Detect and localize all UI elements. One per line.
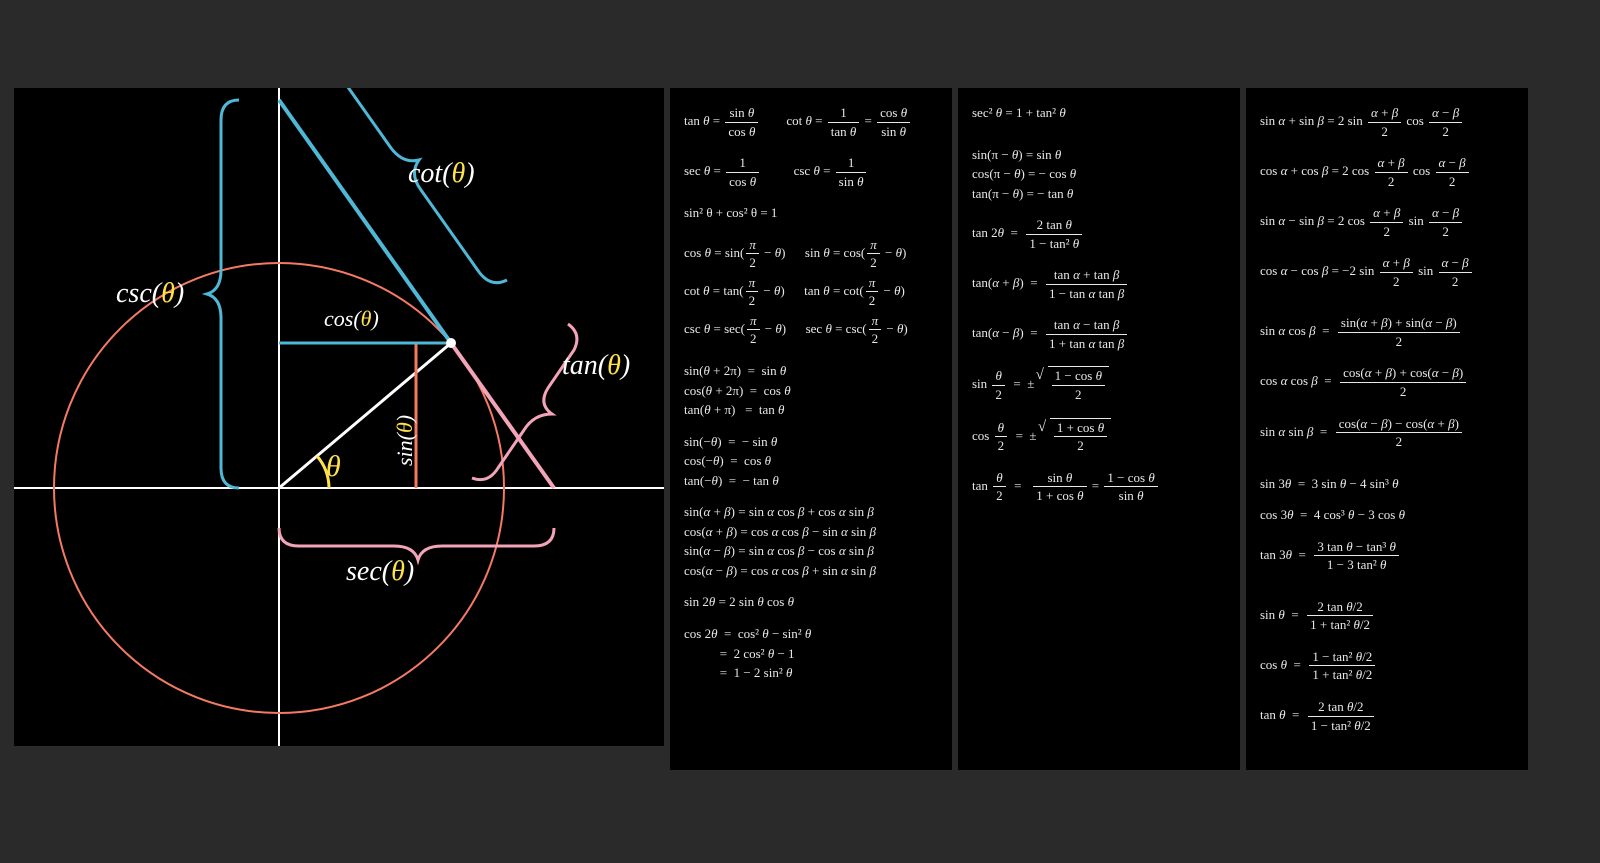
eq-cos-weierstrass: cos θ = 1 − tan² θ/21 + tan² θ/2 [1260,648,1516,684]
eq-sin-pi-minus: sin(π − θ) = sin θ [972,146,1228,164]
sec-brace [279,528,554,560]
eq-cos-dif: cos(α − β) = cos α cos β + sin α sin β [684,562,940,580]
eq-tan-neg: tan(−θ) = − tan θ [684,472,940,490]
eq-sec2: sec² θ = 1 + tan² θ [972,104,1228,122]
eq-cot-tan-cofn: cot θ = tan(π2 − θ) tan θ = cot(π2 − θ) [684,274,940,310]
eq-pythag: sin² θ + cos² θ = 1 [684,204,940,222]
eq-sina-sinb: sin α sin β = cos(α − β) − cos(α + β)2 [1260,415,1516,451]
tan-label: tan(θ) [562,350,630,382]
eq-sin3t: sin 3θ = 3 sin θ − 4 sin³ θ [1260,475,1516,493]
point-on-circle [446,338,456,348]
csc-label: csc(θ) [116,278,184,310]
eq-sina-plus-sinb: sin α + sin β = 2 sin α + β2 cos α − β2 [1260,104,1516,140]
eq-tan-half: tan θ2 = sin θ1 + cos θ = 1 − cos θsin θ [972,469,1228,505]
eq-sin-sum: sin(α + β) = sin α cos β + cos α sin β [684,503,940,521]
eq-sin-half: sin θ2 = ± 1 − cos θ2 [972,366,1228,403]
eq-sin2t: sin 2θ = 2 sin θ cos θ [684,593,940,611]
theta-label: θ [326,450,341,484]
eq-tan-pi: tan(θ + π) = tan θ [684,401,940,419]
csc-brace [207,100,239,488]
eq-sin-weierstrass: sin θ = 2 tan θ/21 + tan² θ/2 [1260,598,1516,634]
eq-tan2t: tan 2θ = 2 tan θ1 − tan² θ [972,216,1228,252]
eq-csc-sec-cofn: csc θ = sec(π2 − θ) sec θ = csc(π2 − θ) [684,312,940,348]
eq-sec-csc-def: sec θ = 1cos θ csc θ = 1sin θ [684,154,940,190]
eq-cos-pi-minus: cos(π − θ) = − cos θ [972,165,1228,183]
stage: csc(θ) cot(θ) cos(θ) sin(θ) tan(θ) sec(θ… [14,88,1528,746]
cot-brace [305,88,507,283]
eq-cos2t-a: cos 2θ = cos² θ − sin² θ [684,625,940,643]
radius-line [279,343,451,488]
cot-label: cot(θ) [408,158,475,190]
eq-tan-sum: tan(α + β) = tan α + tan β1 − tan α tan … [972,266,1228,302]
eq-sin-2pi: sin(θ + 2π) = sin θ [684,362,940,380]
eq-sin-neg: sin(−θ) = − sin θ [684,433,940,451]
eq-tan-dif: tan(α − β) = tan α − tan β1 + tan α tan … [972,316,1228,352]
identities-col-2: sec² θ = 1 + tan² θ sin(π − θ) = sin θ c… [958,88,1240,770]
eq-cos-neg: cos(−θ) = cos θ [684,452,940,470]
identities-col-3: sin α + sin β = 2 sin α + β2 cos α − β2 … [1246,88,1528,770]
eq-cos-sum: cos(α + β) = cos α cos β − sin α sin β [684,523,940,541]
identities-col-1: tan θ = sin θcos θ cot θ = 1tan θ = cos … [670,88,952,770]
eq-tan-weierstrass: tan θ = 2 tan θ/21 − tan² θ/2 [1260,698,1516,734]
eq-tan-pi-minus: tan(π − θ) = − tan θ [972,185,1228,203]
cos-label: cos(θ) [324,306,379,332]
eq-sina-cosb: sin α cos β = sin(α + β) + sin(α − β)2 [1260,314,1516,350]
eq-sin-dif: sin(α − β) = sin α cos β − cos α sin β [684,542,940,560]
eq-cos-2pi: cos(θ + 2π) = cos θ [684,382,940,400]
sin-label: sin(θ) [392,415,418,466]
eq-sina-minus-sinb: sin α − sin β = 2 cos α + β2 sin α − β2 [1260,204,1516,240]
eq-cos2t-b: = 2 cos² θ − 1 [684,645,940,663]
eq-cos-half: cos θ2 = ± 1 + cos θ2 [972,418,1228,455]
eq-tan-cot-def: tan θ = sin θcos θ cot θ = 1tan θ = cos … [684,104,940,140]
eq-cosa-cosb: cos α cos β = cos(α + β) + cos(α − β)2 [1260,364,1516,400]
sec-label: sec(θ) [346,556,414,588]
eq-cos-sin-cofn: cos θ = sin(π2 − θ) sin θ = cos(π2 − θ) [684,236,940,272]
eq-cosa-minus-cosb: cos α − cos β = −2 sin α + β2 sin α − β2 [1260,254,1516,290]
unit-circle-svg [14,88,664,746]
eq-cosa-plus-cosb: cos α + cos β = 2 cos α + β2 cos α − β2 [1260,154,1516,190]
eq-cos3t: cos 3θ = 4 cos³ θ − 3 cos θ [1260,506,1516,524]
unit-circle-panel: csc(θ) cot(θ) cos(θ) sin(θ) tan(θ) sec(θ… [14,88,664,746]
eq-cos2t-c: = 1 − 2 sin² θ [684,664,940,682]
eq-tan3t: tan 3θ = 3 tan θ − tan³ θ1 − 3 tan² θ [1260,538,1516,574]
